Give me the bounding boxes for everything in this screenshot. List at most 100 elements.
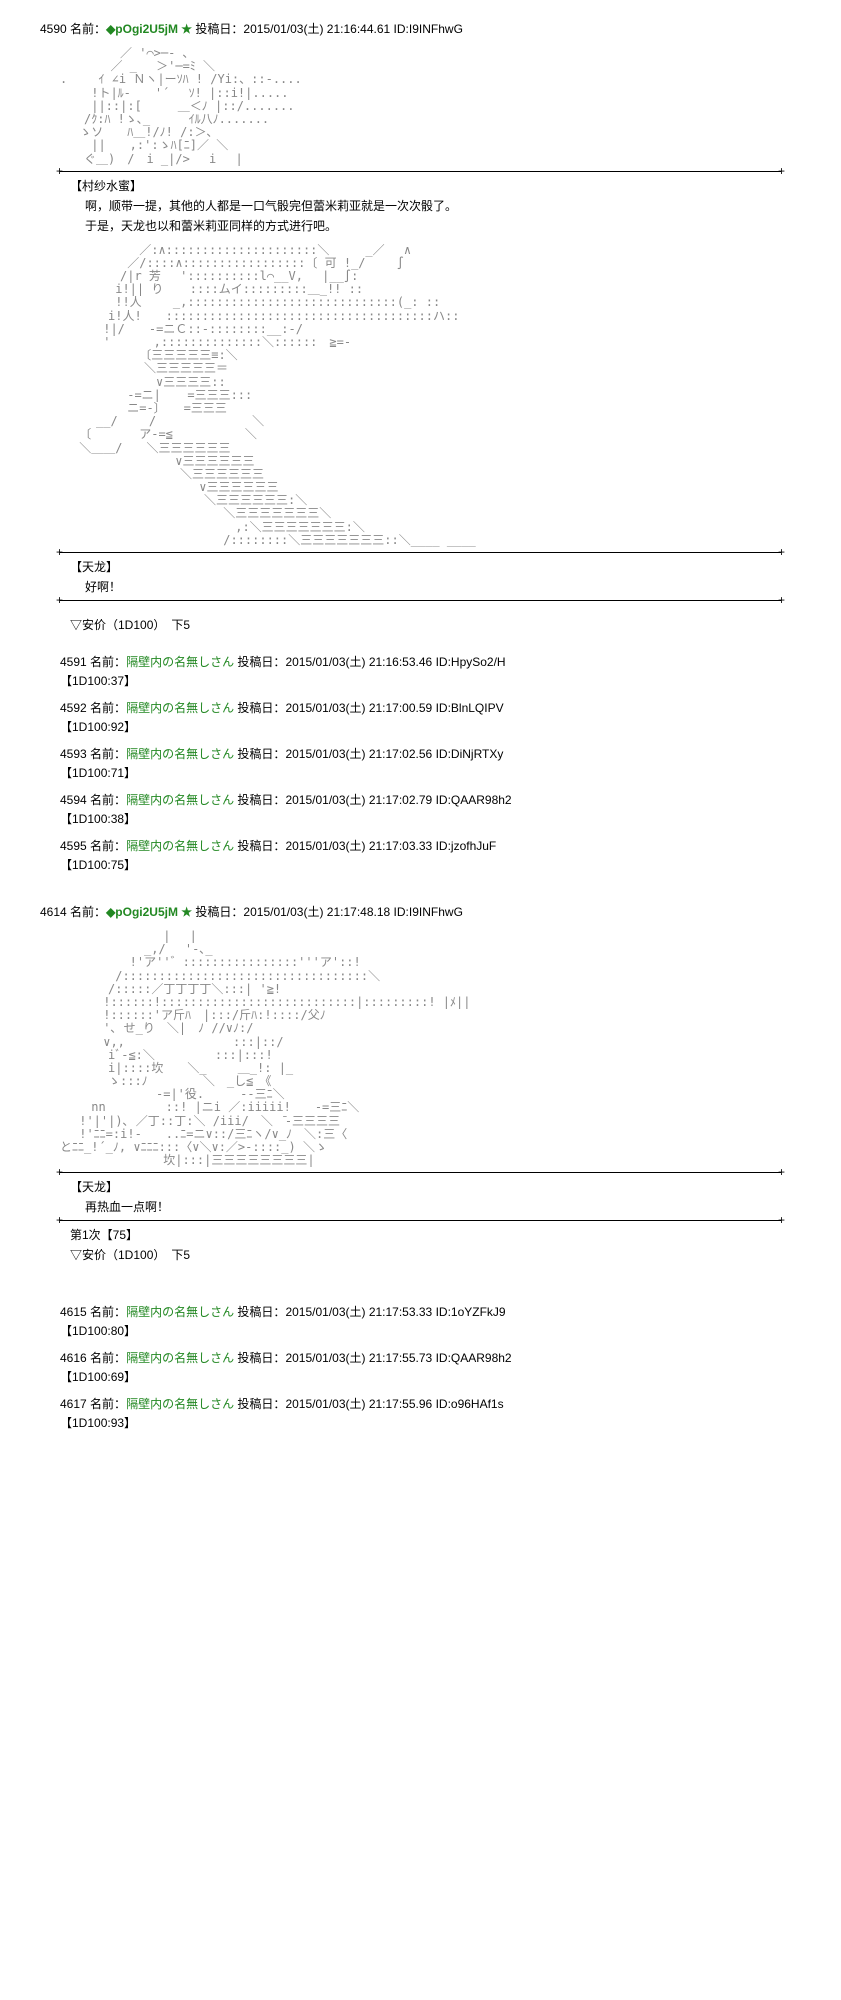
post-number: 4590	[40, 22, 67, 36]
reply-post: 4593 名前：隔壁内の名無しさん 投稿日：2015/01/03(土) 21:1…	[60, 745, 781, 781]
poster-name: 隔壁内の名無しさん	[126, 747, 234, 761]
dice-roll: 【1D100:71】	[60, 764, 781, 781]
dice-roll: 【1D100:80】	[60, 1322, 781, 1339]
dice-prompt: ▽安价（1D100） 下5	[70, 1246, 771, 1263]
post-date: 2015/01/03(土) 21:17:55.96	[285, 1397, 432, 1411]
date-label: 投稿日：	[237, 1351, 285, 1365]
post-number: 4591	[60, 655, 87, 669]
dice-roll: 【1D100:37】	[60, 672, 781, 689]
ascii-art: ／ '⌒>─‐ ､ ／ _ ＞'─=ﾐ ＼ . ｲ ∠i Ｎヽ|ーｿﾊ ! /Y…	[60, 47, 801, 166]
name-label: 名前：	[90, 1351, 126, 1365]
date-label: 投稿日：	[237, 747, 285, 761]
separator	[60, 1172, 781, 1173]
name-label: 名前：	[90, 747, 126, 761]
reply-post: 4615 名前：隔壁内の名無しさん 投稿日：2015/01/03(土) 21:1…	[60, 1303, 781, 1339]
post-number: 4616	[60, 1351, 87, 1365]
post-number: 4614	[40, 905, 67, 919]
name-label: 名前：	[90, 701, 126, 715]
id-label: ID:	[436, 747, 451, 761]
poster-name: 隔壁内の名無しさん	[126, 1305, 234, 1319]
date-label: 投稿日：	[237, 1397, 285, 1411]
poster-name: ◆pOgi2U5jM ★	[106, 22, 192, 36]
date-label: 投稿日：	[237, 793, 285, 807]
date-label: 投稿日：	[237, 655, 285, 669]
name-label: 名前：	[90, 839, 126, 853]
name-label: 名前：	[90, 655, 126, 669]
poster-name: ◆pOgi2U5jM ★	[106, 905, 192, 919]
separator	[60, 552, 781, 553]
poster-name: 隔壁内の名無しさん	[126, 839, 234, 853]
dice-roll: 【1D100:93】	[60, 1414, 781, 1431]
speaker-name: 【天龙】	[70, 1178, 771, 1195]
poster-name: 隔壁内の名無しさん	[126, 701, 234, 715]
post-header: 4590 名前：◆pOgi2U5jM ★ 投稿日：2015/01/03(土) 2…	[40, 20, 801, 37]
dialogue-block: 【村纱水蜜】 啊，顺带一提，其他的人都是一口气骰完但蕾米莉亚就是一次次骰了。 于…	[70, 177, 771, 234]
post-date: 2015/01/03(土) 21:17:02.79	[285, 793, 432, 807]
reply-post: 4595 名前：隔壁内の名無しさん 投稿日：2015/01/03(土) 21:1…	[60, 837, 781, 873]
post-id: I9INFhwG	[409, 905, 463, 919]
separator	[60, 171, 781, 172]
post-date: 2015/01/03(土) 21:17:53.33	[285, 1305, 432, 1319]
post-header: 4614 名前：◆pOgi2U5jM ★ 投稿日：2015/01/03(土) 2…	[40, 903, 801, 920]
poster-name: 隔壁内の名無しさん	[126, 1397, 234, 1411]
date-label: 投稿日：	[237, 1305, 285, 1319]
id-label: ID:	[436, 1351, 451, 1365]
post-id: o96HAf1s	[451, 1397, 504, 1411]
ascii-art: ／:∧:::::::::::::::::::::＼ _／ ∧ ／/::::∧::…	[60, 244, 801, 547]
reply-post: 4592 名前：隔壁内の名無しさん 投稿日：2015/01/03(土) 21:1…	[60, 699, 781, 735]
id-label: ID:	[436, 839, 451, 853]
post-number: 4615	[60, 1305, 87, 1319]
speaker-name: 【村纱水蜜】	[70, 177, 771, 194]
post-date: 2015/01/03(土) 21:16:44.61	[243, 22, 390, 36]
post-id: DiNjRTXy	[451, 747, 503, 761]
reply-post: 4594 名前：隔壁内の名無しさん 投稿日：2015/01/03(土) 21:1…	[60, 791, 781, 827]
dice-prompt: ▽安价（1D100） 下5	[70, 616, 771, 633]
dice-roll: 【1D100:38】	[60, 810, 781, 827]
post-date: 2015/01/03(土) 21:17:55.73	[285, 1351, 432, 1365]
post-id: I9INFhwG	[409, 22, 463, 36]
name-label: 名前：	[90, 793, 126, 807]
id-label: ID:	[394, 22, 409, 36]
name-label: 名前：	[70, 905, 106, 919]
dice-roll: 【1D100:75】	[60, 856, 781, 873]
forum-post: 4614 名前：◆pOgi2U5jM ★ 投稿日：2015/01/03(土) 2…	[40, 903, 801, 1263]
dialogue-line: 啊，顺带一提，其他的人都是一口气骰完但蕾米莉亚就是一次次骰了。	[85, 197, 771, 214]
post-number: 4595	[60, 839, 87, 853]
reply-post: 4616 名前：隔壁内の名無しさん 投稿日：2015/01/03(土) 21:1…	[60, 1349, 781, 1385]
poster-name: 隔壁内の名無しさん	[126, 1351, 234, 1365]
name-label: 名前：	[90, 1305, 126, 1319]
forum-post: 4590 名前：◆pOgi2U5jM ★ 投稿日：2015/01/03(土) 2…	[40, 20, 801, 633]
post-id: BlnLQIPV	[451, 701, 504, 715]
id-label: ID:	[436, 793, 451, 807]
poster-name: 隔壁内の名無しさん	[126, 655, 234, 669]
date-label: 投稿日：	[195, 22, 243, 36]
date-label: 投稿日：	[237, 839, 285, 853]
dialogue-line: 再热血一点啊！	[85, 1198, 771, 1215]
post-id: QAAR98h2	[451, 793, 512, 807]
post-id: QAAR98h2	[451, 1351, 512, 1365]
speaker-name: 【天龙】	[70, 558, 771, 575]
reply-post: 4617 名前：隔壁内の名無しさん 投稿日：2015/01/03(土) 21:1…	[60, 1395, 781, 1431]
separator	[60, 600, 781, 601]
name-label: 名前：	[90, 1397, 126, 1411]
post-id: jzofhJuF	[451, 839, 496, 853]
post-date: 2015/01/03(土) 21:17:03.33	[285, 839, 432, 853]
dice-roll: 【1D100:92】	[60, 718, 781, 735]
dialogue-line: 好啊！	[85, 578, 771, 595]
post-id: 1oYZFkJ9	[451, 1305, 506, 1319]
poster-name: 隔壁内の名無しさん	[126, 793, 234, 807]
post-date: 2015/01/03(土) 21:16:53.46	[285, 655, 432, 669]
post-id: HpySo2/H	[451, 655, 506, 669]
ascii-art: | | _,/ '-､_ !'ア''゛::::::::::::::::'''ア'…	[60, 930, 801, 1167]
post-number: 4617	[60, 1397, 87, 1411]
date-label: 投稿日：	[195, 905, 243, 919]
dialogue-block: 【天龙】 再热血一点啊！	[70, 1178, 771, 1215]
post-date: 2015/01/03(土) 21:17:00.59	[285, 701, 432, 715]
id-label: ID:	[436, 1397, 451, 1411]
id-label: ID:	[394, 905, 409, 919]
id-label: ID:	[436, 701, 451, 715]
dice-roll: 【1D100:69】	[60, 1368, 781, 1385]
post-number: 4593	[60, 747, 87, 761]
dialogue-line: 于是，天龙也以和蕾米莉亚同样的方式进行吧。	[85, 217, 771, 234]
id-label: ID:	[436, 655, 451, 669]
